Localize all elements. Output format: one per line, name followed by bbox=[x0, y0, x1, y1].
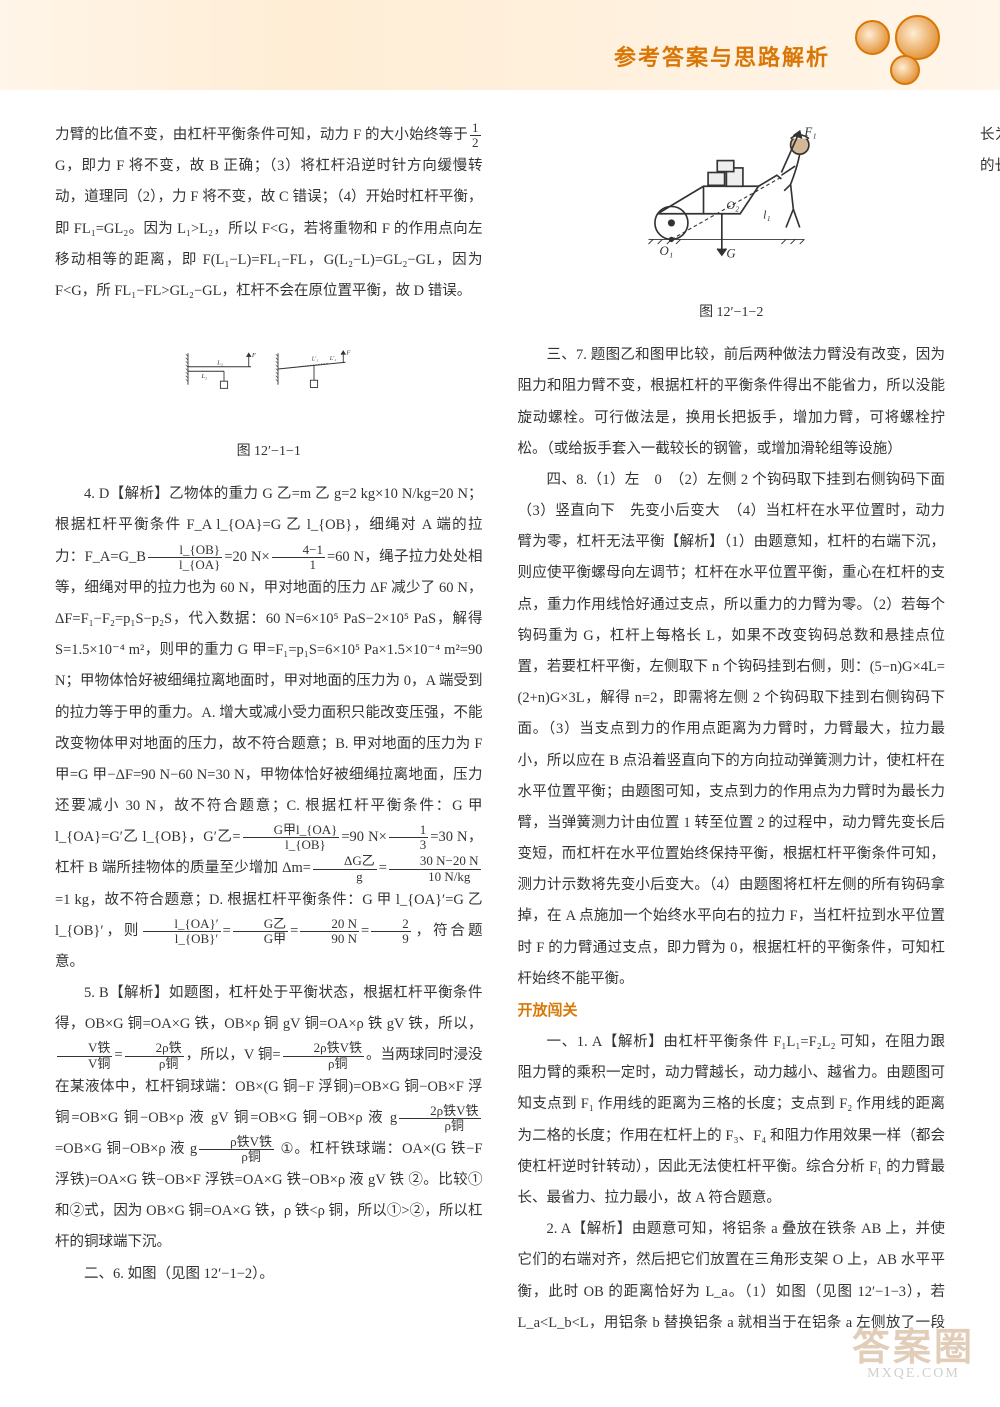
page-header: 参考答案与思路解析 bbox=[0, 0, 1000, 90]
watermark-main: 答案圈 bbox=[852, 1316, 975, 1371]
svg-text:L₁: L₁ bbox=[216, 360, 223, 367]
svg-text:F₁: F₁ bbox=[804, 125, 817, 139]
svg-text:O₁: O₁ bbox=[660, 244, 674, 258]
para-5: 三、7. 题图乙和图甲比较，前后两种做法力臂没有改变，因为阻力和阻力臂不变，根据… bbox=[518, 340, 946, 465]
section-heading-orange: 开放闯关 bbox=[518, 995, 946, 1027]
para-4: 二、6. 如图（见图 12′−1−2）。 bbox=[55, 1259, 483, 1290]
svg-text:O₂: O₂ bbox=[727, 198, 740, 212]
svg-text:l₁: l₁ bbox=[763, 207, 770, 221]
figure-12-1-1: F L₁ L₂ F L′₂ L′₁ bbox=[55, 319, 483, 467]
figure-1-caption: 图 12′−1−1 bbox=[55, 437, 483, 467]
lever-diagram-icon: F L₁ L₂ F L′₂ L′₁ bbox=[179, 319, 359, 419]
svg-text:L′₁: L′₁ bbox=[329, 356, 337, 362]
para-6: 四、8.（1）左 0 （2）左侧 2 个钩码取下挂到右侧钩码下面 （3）竖直向下… bbox=[518, 465, 946, 995]
svg-text:F: F bbox=[345, 350, 351, 357]
para-1: 力臂的比值不变，由杠杆平衡条件可知，动力 F 的大小始终等于12G，即力 F 将… bbox=[55, 120, 483, 307]
para-2: 4. D【解析】乙物体的重力 G 乙=m 乙 g=2 kg×10 N/kg=20… bbox=[55, 479, 483, 978]
svg-text:G: G bbox=[727, 247, 736, 261]
watermark-sub: MXQE.COM bbox=[852, 1366, 975, 1382]
svg-text:F: F bbox=[251, 352, 257, 359]
svg-text:L₂: L₂ bbox=[200, 373, 208, 380]
svg-text:L′₂: L′₂ bbox=[311, 356, 319, 362]
header-title: 参考答案与思路解析 bbox=[614, 40, 830, 72]
figure-2-caption: 图 12′−1−2 bbox=[518, 298, 946, 328]
wheelbarrow-icon: F₁ O₁ O₂ l₁ G bbox=[621, 120, 841, 280]
para-7: 一、1. A【解析】由杠杆平衡条件 F₁L₁=F₂L₂ 可知，在阻力跟阻力臂的乘… bbox=[518, 1027, 946, 1214]
main-content: 力臂的比值不变，由杠杆平衡条件可知，动力 F 的大小始终等于12G，即力 F 将… bbox=[0, 90, 1000, 1350]
watermark: 答案圈 MXQE.COM bbox=[852, 1316, 975, 1382]
para-3: 5. B【解析】如题图，杠杆处于平衡状态，根据杠杆平衡条件得，OB×G 铜=OA… bbox=[55, 978, 483, 1259]
figure-12-1-2: F₁ O₁ O₂ l₁ G bbox=[518, 120, 946, 328]
